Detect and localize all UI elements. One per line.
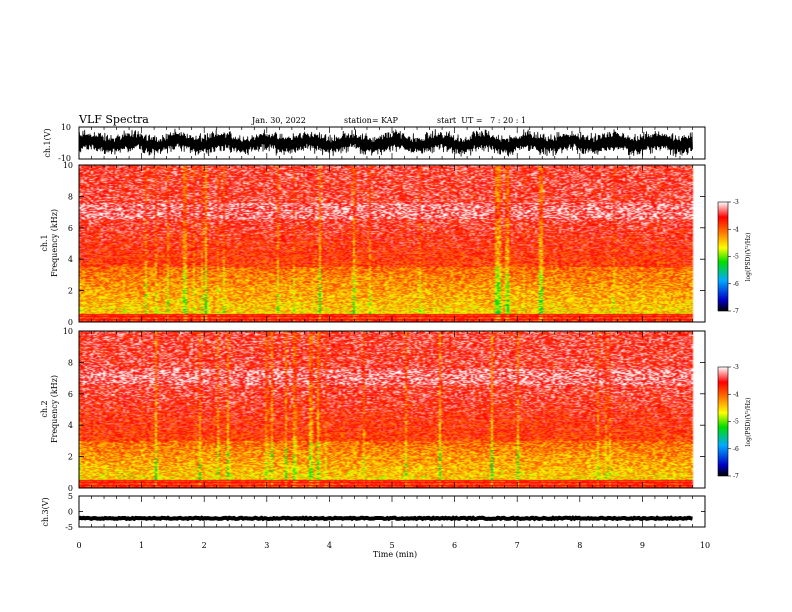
spec-ytick-label: 8 bbox=[68, 358, 73, 367]
colorbar-tick-label: -3 bbox=[733, 199, 739, 206]
ch1-ytick-bottom: -10 bbox=[58, 154, 71, 163]
x-tick-label: 0 bbox=[76, 541, 81, 550]
ch2-colorbar bbox=[717, 366, 729, 477]
spec-ytick-label: 0 bbox=[68, 484, 73, 493]
x-tick-label: 5 bbox=[389, 541, 394, 550]
ch3-ytick-label: 0 bbox=[68, 508, 73, 517]
ch1-spec-freq-label: Frequency (kHz) bbox=[50, 209, 59, 277]
figure-title: VLF Spectra bbox=[78, 113, 149, 126]
colorbar-tick-label: -4 bbox=[733, 391, 739, 398]
ch1-spectrogram-image bbox=[79, 165, 705, 322]
ch3-ytick-label: -5 bbox=[65, 523, 73, 532]
colorbar-tick-label: -7 bbox=[733, 308, 739, 315]
header-station: station= KAP bbox=[344, 116, 399, 125]
colorbar-tick-label: -4 bbox=[733, 226, 739, 233]
x-axis-label: Time (min) bbox=[373, 550, 417, 559]
ch2-spectrogram-panel: ch.2 Frequency (kHz) 0 2 4 6 8 10 bbox=[40, 327, 706, 493]
spec-ytick-label: 0 bbox=[68, 318, 73, 327]
header-start-time: start UT = 7 : 20 : 1 bbox=[437, 116, 526, 125]
colorbars: log(PSD)(V²/Hz) log(PSD)(V²/Hz) -3 -4 -5 -6… bbox=[717, 199, 752, 480]
x-tick-label: 7 bbox=[515, 541, 520, 550]
ch1-waveform-panel: 10 -10 ch.1(V) bbox=[43, 123, 706, 163]
ch1-ytick-top: 10 bbox=[61, 123, 71, 132]
colorbar-tick-label: -7 bbox=[733, 473, 739, 480]
ch1-colorbar bbox=[717, 201, 729, 312]
spec-ytick-label: 6 bbox=[68, 390, 73, 399]
ch3-ylabel: ch.3(V) bbox=[41, 497, 50, 526]
ch1-ylabel: ch.1(V) bbox=[43, 128, 52, 157]
axes-ticks: 0 1 2 3 4 5 6 7 8 9 10 bbox=[76, 127, 710, 550]
spec-ytick-label: 2 bbox=[68, 287, 73, 296]
ch2-colorbar-label: log(PSD)(V²/Hz) bbox=[745, 398, 752, 447]
ch1-spectrogram-panel: ch.1 Frequency (kHz) 0 2 4 6 8 10 bbox=[40, 161, 706, 327]
spec-ytick-label: 4 bbox=[68, 255, 73, 264]
spec-ytick-label: 2 bbox=[68, 453, 73, 462]
ch1-colorbar-label: log(PSD)(V²/Hz) bbox=[745, 233, 752, 282]
colorbar-tick-label: -5 bbox=[733, 419, 739, 426]
spec-ytick-label: 10 bbox=[63, 327, 73, 336]
colorbar-tick-label: -6 bbox=[733, 281, 739, 288]
ch1-spec-ylabel: ch.1 bbox=[40, 234, 49, 251]
x-tick-label: 1 bbox=[139, 541, 144, 550]
ch3-ytick-label: 5 bbox=[68, 492, 73, 501]
x-tick-label: 9 bbox=[640, 541, 645, 550]
spec-ytick-label: 6 bbox=[68, 224, 73, 233]
ch2-spec-ylabel: ch.2 bbox=[40, 400, 49, 417]
header-date: Jan. 30, 2022 bbox=[251, 116, 306, 125]
spec-ytick-label: 10 bbox=[63, 161, 73, 170]
x-tick-label: 4 bbox=[327, 541, 332, 550]
ch2-spec-freq-label: Frequency (kHz) bbox=[50, 375, 59, 443]
spec-ytick-label: 4 bbox=[68, 421, 73, 430]
x-tick-label: 6 bbox=[452, 541, 457, 550]
ch1-waveform-line bbox=[78, 128, 693, 158]
x-tick-label: 2 bbox=[202, 541, 207, 550]
ch3-waveform-line bbox=[78, 515, 693, 522]
colorbar-tick-label: -5 bbox=[733, 254, 739, 261]
ch2-spectrogram-image bbox=[79, 331, 705, 488]
x-tick-label: 8 bbox=[577, 541, 582, 550]
x-tick-label: 3 bbox=[264, 541, 269, 550]
colorbar-tick-label: -3 bbox=[733, 364, 739, 371]
spec-ytick-label: 8 bbox=[68, 192, 73, 201]
colorbar-tick-label: -6 bbox=[733, 446, 739, 453]
x-tick-label: 10 bbox=[700, 541, 710, 550]
